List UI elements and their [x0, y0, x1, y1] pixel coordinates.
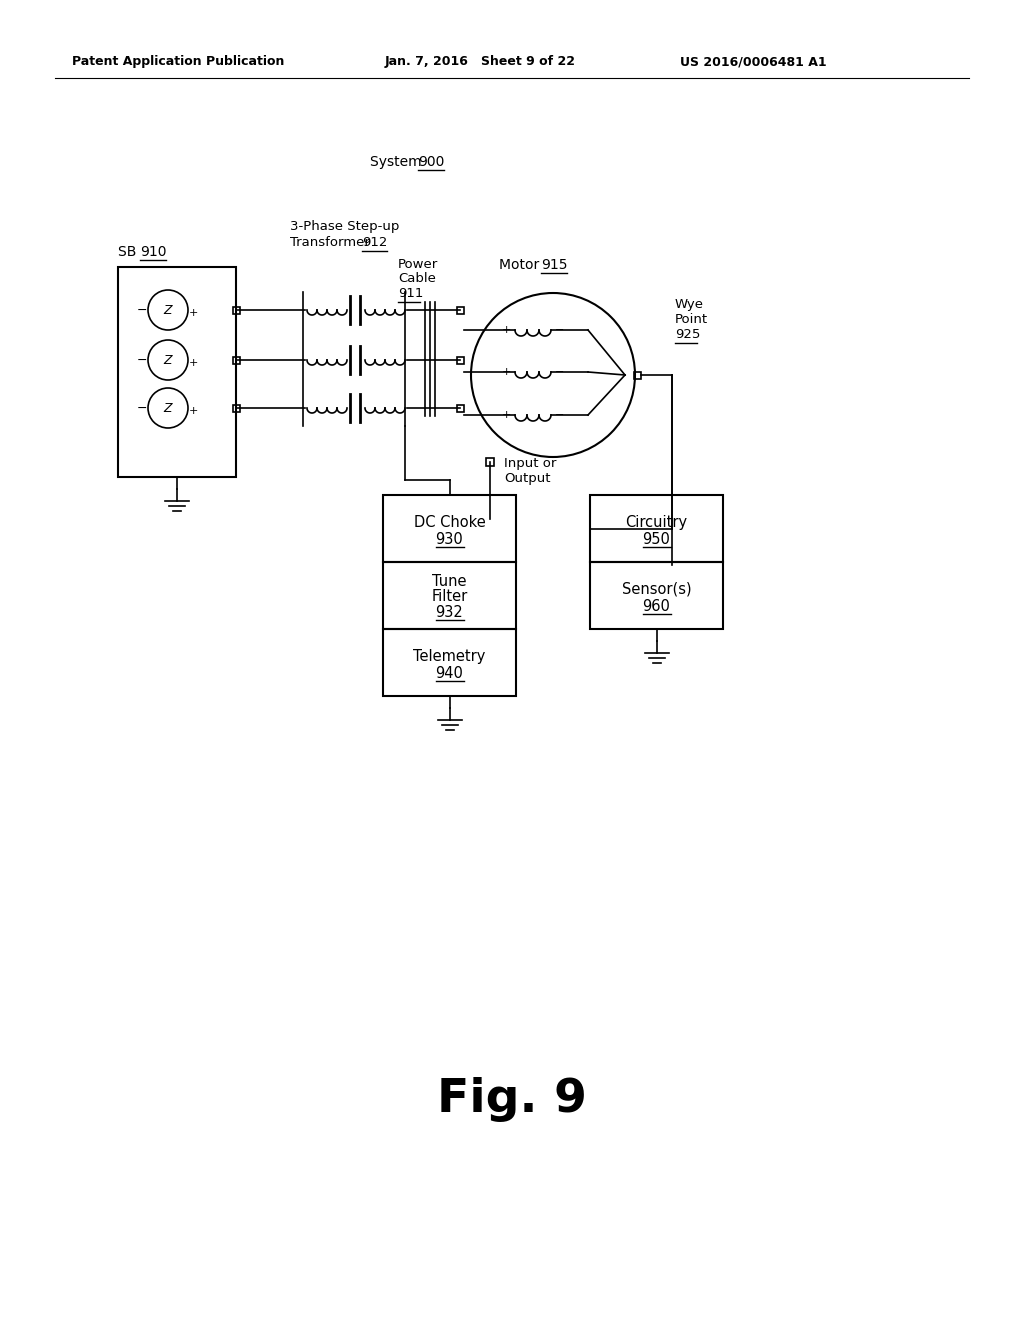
Bar [457, 306, 464, 314]
Text: Filter: Filter [431, 589, 468, 605]
Text: Sensor(s): Sensor(s) [622, 582, 691, 597]
Bar [486, 458, 494, 466]
Text: 925: 925 [675, 327, 700, 341]
Text: 930: 930 [435, 532, 464, 546]
Text: Circuitry: Circuitry [626, 515, 687, 531]
Text: Motor: Motor [499, 257, 544, 272]
Text: +: + [502, 325, 511, 335]
Text: 915: 915 [541, 257, 567, 272]
Text: +: + [188, 358, 198, 368]
Text: Patent Application Publication: Patent Application Publication [72, 55, 285, 69]
Text: System: System [370, 154, 426, 169]
Bar [232, 306, 240, 314]
Text: Transformer: Transformer [290, 236, 374, 249]
Text: +: + [502, 411, 511, 420]
Bar [383, 562, 516, 630]
Text: Z: Z [164, 354, 172, 367]
Text: Jan. 7, 2016   Sheet 9 of 22: Jan. 7, 2016 Sheet 9 of 22 [385, 55, 575, 69]
Text: Tune: Tune [432, 574, 467, 589]
Text: −: − [137, 354, 147, 367]
Text: 940: 940 [435, 667, 464, 681]
Text: −: − [137, 401, 147, 414]
Bar [118, 267, 236, 477]
Text: 910: 910 [140, 246, 167, 259]
Text: US 2016/0006481 A1: US 2016/0006481 A1 [680, 55, 826, 69]
Bar [457, 404, 464, 412]
Text: 960: 960 [643, 599, 671, 614]
Text: −: − [555, 411, 564, 420]
Text: DC Choke: DC Choke [414, 515, 485, 531]
Text: Cable: Cable [398, 272, 436, 285]
Text: Power: Power [398, 257, 438, 271]
Bar [383, 630, 516, 696]
Bar [634, 371, 640, 379]
Text: 3-Phase Step-up: 3-Phase Step-up [290, 220, 399, 234]
Text: Wye: Wye [675, 298, 705, 312]
Text: 950: 950 [643, 532, 671, 546]
Text: −: − [555, 325, 564, 335]
Bar [590, 495, 723, 562]
Text: Output: Output [504, 473, 551, 484]
Text: 912: 912 [362, 236, 387, 249]
Text: −: − [137, 304, 147, 317]
Bar [383, 495, 516, 562]
Text: −: − [555, 367, 564, 378]
Text: 900: 900 [418, 154, 444, 169]
Text: 932: 932 [435, 605, 464, 620]
Bar [457, 356, 464, 363]
Text: Fig. 9: Fig. 9 [437, 1077, 587, 1122]
Text: Z: Z [164, 401, 172, 414]
Text: +: + [502, 367, 511, 378]
Bar [232, 404, 240, 412]
Text: 911: 911 [398, 286, 423, 300]
Bar [590, 562, 723, 630]
Text: SB: SB [118, 246, 140, 259]
Text: Input or: Input or [504, 457, 556, 470]
Text: +: + [188, 407, 198, 416]
Text: Z: Z [164, 304, 172, 317]
Text: Point: Point [675, 313, 709, 326]
Bar [232, 356, 240, 363]
Text: Telemetry: Telemetry [414, 649, 485, 664]
Text: +: + [188, 308, 198, 318]
